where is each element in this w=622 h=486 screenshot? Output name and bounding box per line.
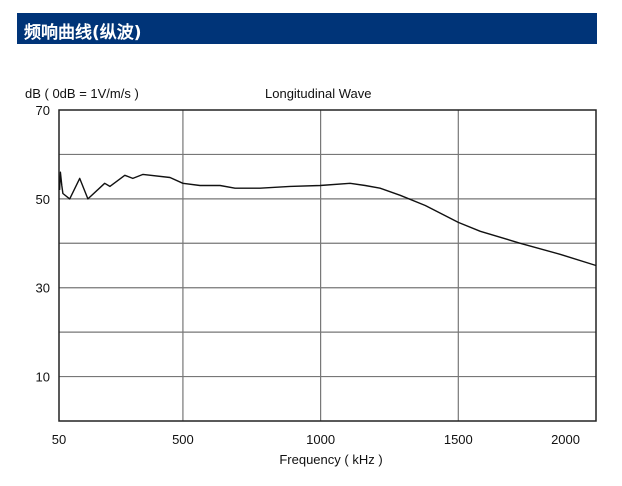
x-tick-label: 1500 (444, 432, 473, 447)
section-title: 频响曲线(纵波) (24, 23, 142, 43)
y-tick-label: 50 (36, 192, 50, 207)
series-line (58, 171, 597, 267)
x-tick-label: 500 (172, 432, 194, 447)
y-tick-label: 30 (36, 281, 50, 296)
x-tick-label: 2000 (551, 432, 580, 447)
x-tick-label: 1000 (306, 432, 335, 447)
plot-frame (58, 109, 597, 422)
section-header: 频响曲线(纵波) (17, 13, 597, 44)
x-tick-label: 50 (52, 432, 66, 447)
chart-title: Longitudinal Wave (265, 86, 371, 101)
x-axis-label: Frequency ( kHz ) (279, 452, 382, 467)
y-tick-label: 10 (36, 370, 50, 385)
y-axis-label: dB ( 0dB = 1V/m/s ) (25, 86, 139, 101)
y-tick-label: 70 (36, 103, 50, 118)
